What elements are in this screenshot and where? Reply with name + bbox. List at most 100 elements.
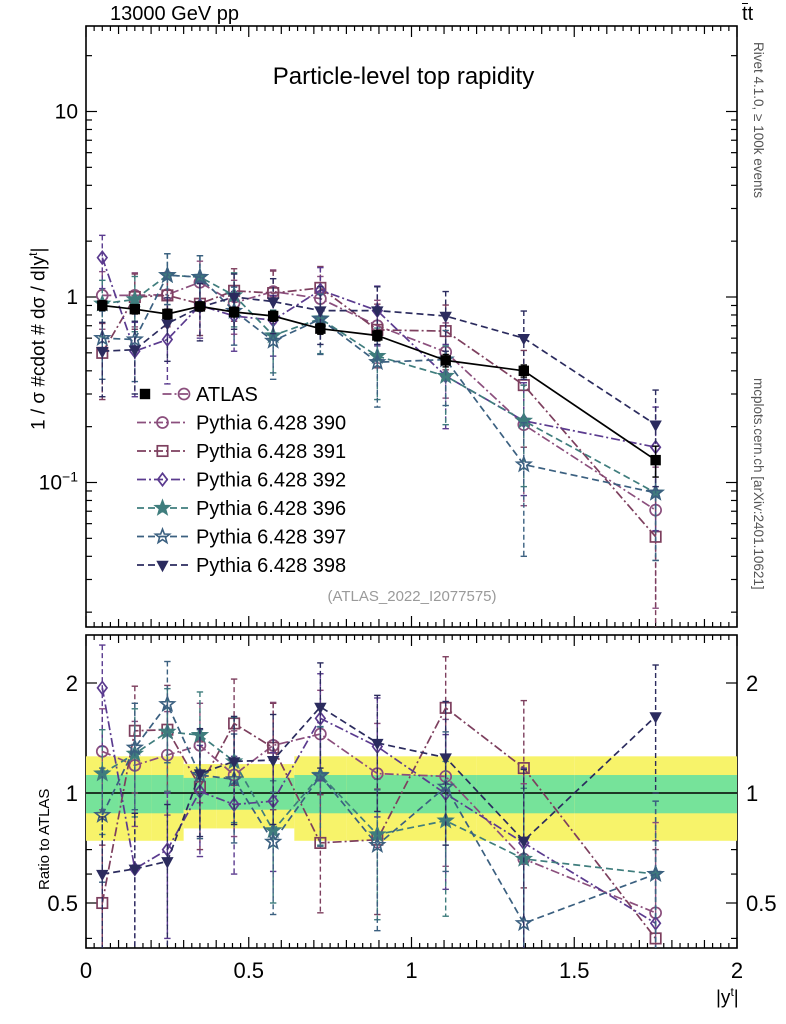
legend-entry-p398[interactable]: Pythia 6.428 398 xyxy=(137,555,346,577)
legend-label: Pythia 6.428 397 xyxy=(196,527,346,549)
data-marker xyxy=(368,835,387,853)
data-marker xyxy=(139,388,151,400)
data-marker xyxy=(194,301,206,312)
data-marker xyxy=(96,347,109,359)
y-tick-label-1: 1 xyxy=(66,286,78,309)
legend-label: Pythia 6.428 398 xyxy=(196,555,346,577)
data-marker xyxy=(314,306,327,318)
x-tick-label-2: 1 xyxy=(405,958,417,983)
data-marker xyxy=(96,250,109,266)
ratio-series-p398 xyxy=(96,662,662,948)
data-marker xyxy=(156,444,169,458)
data-marker xyxy=(266,755,280,768)
data-marker xyxy=(371,738,384,751)
data-marker xyxy=(228,306,240,318)
data-marker xyxy=(153,498,172,516)
y-tick-label-0p1: 10−1 xyxy=(39,469,79,495)
ratio-y-tick-label-1: 1 xyxy=(66,781,78,806)
series-line xyxy=(102,281,657,511)
legend-entry-p391[interactable]: Pythia 6.428 391 xyxy=(137,441,346,463)
data-marker xyxy=(368,352,387,371)
data-marker xyxy=(266,297,280,309)
ratio-band-inner xyxy=(346,775,412,814)
main-y-axis-label: 1 / σ #cdot # dσ / d|yt| xyxy=(26,247,50,430)
data-marker xyxy=(263,331,283,349)
legend-entry-p397[interactable]: Pythia 6.428 397 xyxy=(137,527,346,549)
rivet-version-caption: Rivet 4.1.0, ≥ 100k events xyxy=(751,42,766,198)
data-marker xyxy=(649,712,662,724)
data-marker xyxy=(125,738,145,756)
x-tick-label-1: 0.5 xyxy=(233,958,264,983)
series-line xyxy=(102,296,657,426)
data-marker xyxy=(227,292,241,305)
legend-label: Pythia 6.428 390 xyxy=(196,413,346,435)
process-label: tt xyxy=(742,3,754,25)
data-marker xyxy=(439,753,452,765)
data-marker xyxy=(193,769,207,781)
legend-label: Pythia 6.428 396 xyxy=(196,498,346,520)
data-marker xyxy=(125,329,145,348)
data-marker xyxy=(646,483,665,501)
mcplots-caption: mcplots.cern.ch [arXiv:2401.10621] xyxy=(751,378,766,590)
ratio-y-tick-right-0: 2 xyxy=(746,671,758,696)
data-marker xyxy=(96,680,109,696)
x-tick-label-0: 0 xyxy=(80,958,92,983)
ratio-y-tick-right-1: 1 xyxy=(746,781,758,806)
legend-entry-p396[interactable]: Pythia 6.428 396 xyxy=(137,498,346,520)
data-marker xyxy=(514,454,534,473)
ratio-y-tick-label-0: 2 xyxy=(66,671,78,696)
legend-label: Pythia 6.428 391 xyxy=(196,441,346,463)
ratio-y-tick-right-2: 0.5 xyxy=(746,891,777,916)
data-marker xyxy=(161,331,174,348)
data-marker xyxy=(314,836,327,849)
legend-entry-p392[interactable]: Pythia 6.428 392 xyxy=(137,470,346,492)
legend-entry-p390[interactable]: Pythia 6.428 390 xyxy=(137,413,346,435)
data-marker xyxy=(263,832,283,850)
data-marker xyxy=(439,311,452,324)
ratio-y-tick-label-2: 0.5 xyxy=(47,891,78,916)
data-marker xyxy=(161,319,174,331)
data-marker xyxy=(125,289,145,308)
data-marker xyxy=(314,702,327,715)
data-marker xyxy=(314,710,327,727)
ratio-y-axis-label: Ratio to ATLAS xyxy=(36,788,53,890)
data-marker xyxy=(97,300,108,311)
series-line xyxy=(101,733,656,914)
data-marker xyxy=(267,310,279,322)
data-marker xyxy=(649,420,662,432)
data-marker xyxy=(646,864,665,882)
data-marker xyxy=(156,471,169,488)
data-marker xyxy=(190,267,210,285)
series-line xyxy=(101,702,656,925)
data-marker xyxy=(153,526,172,545)
data-marker xyxy=(518,365,529,377)
watermark-label: (ATLAS_2022_I2077575) xyxy=(327,588,496,605)
data-marker xyxy=(650,454,661,466)
data-marker xyxy=(129,303,141,315)
data-marker xyxy=(315,323,326,334)
x-axis-label: |yt| xyxy=(716,985,739,1009)
data-marker xyxy=(156,560,169,573)
data-marker xyxy=(371,306,384,318)
data-marker xyxy=(161,857,174,869)
data-marker xyxy=(517,333,530,346)
data-marker xyxy=(372,330,383,341)
data-marker xyxy=(177,387,191,401)
legend-label: Pythia 6.428 392 xyxy=(196,470,346,492)
y-tick-label-10: 10 xyxy=(55,101,78,124)
data-marker xyxy=(440,355,451,366)
data-marker xyxy=(162,308,173,320)
main-series-p392 xyxy=(96,234,662,532)
beam-energy-label: 13000 GeV pp xyxy=(110,3,239,25)
legend-entry-atlas[interactable]: ATLAS xyxy=(139,384,258,406)
x-tick-label-4: 2 xyxy=(731,958,743,983)
data-marker xyxy=(156,416,169,429)
data-marker xyxy=(311,766,330,784)
x-tick-label-3: 1.5 xyxy=(559,958,590,983)
legend-label: ATLAS xyxy=(196,384,258,406)
data-marker xyxy=(158,694,177,713)
main-series-p398 xyxy=(96,273,662,488)
main-series-atlas xyxy=(97,300,661,478)
